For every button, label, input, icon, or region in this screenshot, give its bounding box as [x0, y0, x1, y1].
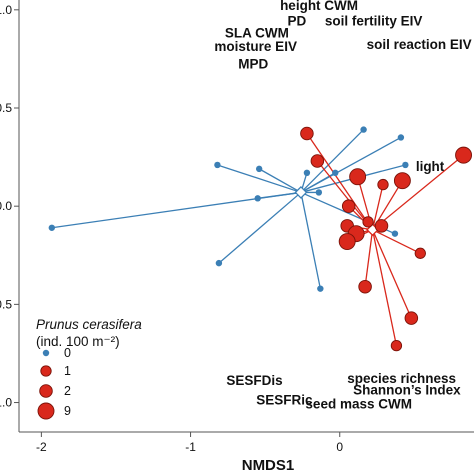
y-tick-label-3: -0.5	[0, 297, 12, 311]
y-tick-label-0: 1.0	[0, 3, 12, 17]
data-point-1-1	[362, 216, 374, 228]
x-tick-label-1: -1	[185, 440, 196, 454]
variable-label-7: light	[416, 159, 445, 174]
data-point-0-4	[254, 195, 261, 202]
centroid-blue-diamond	[294, 186, 308, 199]
spoke-line-blue-0-2	[218, 191, 302, 264]
x-tick-label-2: 0	[336, 440, 343, 454]
legend-symbol-9	[37, 402, 55, 420]
legend-symbol-0	[42, 349, 50, 357]
spoke-line-red-9-0	[372, 154, 464, 231]
data-point-0-0	[48, 224, 56, 231]
data-point-0-5	[303, 169, 311, 176]
spoke-line-blue-0-1	[217, 164, 302, 194]
data-points	[48, 126, 473, 352]
variable-label-8: species richness	[347, 371, 456, 386]
legend-symbol-2	[39, 384, 53, 398]
variable-label-1: PD	[288, 14, 307, 29]
spoke-line-blue-0-3	[258, 168, 302, 194]
data-point-2-2	[341, 199, 356, 213]
data-point-0-6	[315, 189, 323, 196]
spoke-lines	[51, 129, 464, 346]
data-point-9-2	[393, 172, 411, 190]
variable-label-11: SESFRic	[256, 393, 313, 408]
data-point-9-0	[455, 146, 473, 164]
data-point-9-1	[349, 168, 367, 186]
data-point-2-5	[358, 279, 372, 294]
spoke-line-blue-0-7	[300, 192, 321, 289]
variable-label-4: moisture EIV	[214, 39, 297, 54]
variable-label-10: Shannon’s Index	[353, 383, 461, 398]
variable-label-0: height CWM	[280, 0, 358, 13]
data-point-1-0	[377, 178, 389, 191]
legend-symbol-1	[40, 365, 52, 377]
spoke-line-red-2-1	[316, 160, 374, 231]
ticks: -2 -1 0 1.0 0.5 0.0 -0.5 -1.0	[0, 3, 343, 454]
variable-label-5: soil reaction EIV	[367, 37, 472, 52]
legend-label-0: 0	[64, 346, 71, 360]
legend-label-2: 2	[64, 384, 71, 398]
spoke-line-red-2-0	[306, 133, 374, 231]
variable-label-2: soil fertility EIV	[325, 14, 423, 29]
data-point-0-9	[397, 134, 405, 141]
spoke-line-red-1-2	[372, 229, 421, 254]
spoke-line-red-1-3	[371, 229, 398, 346]
legend-title: Prunus cerasifera	[36, 317, 142, 332]
data-point-2-4	[374, 219, 389, 233]
spoke-line-blue-0-4	[257, 191, 302, 199]
data-point-0-10	[402, 161, 409, 169]
spoke-line-blue-0-8	[300, 129, 365, 193]
spoke-line-red-2-6	[371, 229, 412, 319]
x-axis-title: NMDS1	[242, 457, 295, 474]
data-point-9-4	[338, 233, 356, 250]
legend-label-9: 9	[64, 404, 71, 418]
data-point-1-2	[414, 247, 426, 259]
spoke-line-red-2-5	[364, 229, 374, 287]
data-point-0-3	[255, 165, 263, 173]
data-point-1-3	[390, 339, 403, 352]
y-tick-label-2: 0.0	[0, 199, 12, 213]
legend-entries: 0 1 2 9	[37, 346, 71, 420]
variable-label-6: MPD	[238, 57, 268, 72]
legend-label-1: 1	[64, 364, 71, 378]
legend: Prunus cerasifera (ind. 100 m⁻²) 0 1 2 9	[36, 317, 142, 420]
x-tick-label-0: -2	[36, 440, 47, 454]
variable-label-9: SESFDis	[226, 373, 282, 388]
data-point-0-11	[391, 230, 399, 237]
spoke-line-red-1-0	[371, 184, 384, 230]
data-point-0-8	[360, 126, 367, 133]
y-tick-label-4: -1.0	[0, 396, 12, 410]
data-point-0-1	[214, 161, 221, 169]
data-point-2-6	[404, 311, 419, 325]
data-point-2-1	[310, 154, 325, 168]
data-point-0-7	[317, 285, 324, 292]
data-point-0-12	[332, 169, 339, 176]
legend-subtitle: (ind. 100 m⁻²)	[36, 334, 120, 349]
axes	[18, 0, 474, 433]
variable-label-12: seed mass CWM	[305, 396, 412, 411]
variable-label-3: SLA CWM	[225, 25, 289, 40]
y-tick-label-1: 0.5	[0, 101, 12, 115]
data-point-0-2	[215, 259, 223, 267]
data-point-2-0	[300, 126, 314, 141]
